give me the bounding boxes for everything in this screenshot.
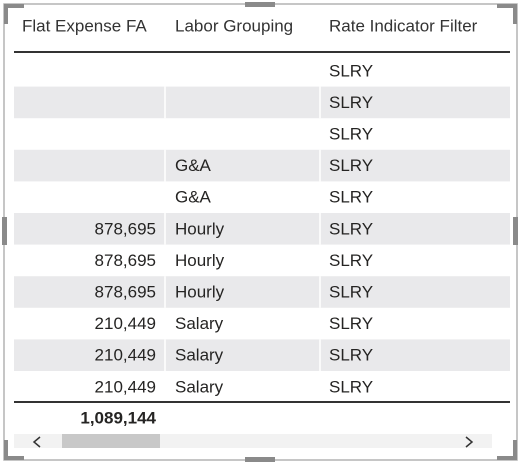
cell: 878,695 (95, 282, 156, 301)
cell: 210,449 (95, 346, 156, 365)
cell: SLRY (329, 346, 373, 365)
scroll-left[interactable] (32, 436, 41, 448)
cell: SLRY (329, 219, 373, 238)
scrollbar-thumb[interactable] (62, 434, 160, 448)
row-shade (14, 149, 510, 182)
cell: SLRY (329, 282, 373, 301)
row-shade (14, 339, 510, 371)
cell: 878,695 (95, 219, 156, 238)
cell: G&A (175, 188, 212, 207)
cell: SLRY (329, 251, 373, 270)
scroll-right[interactable] (465, 436, 474, 448)
cell: SLRY (329, 124, 373, 143)
row-shade (14, 276, 510, 308)
cell: Salary (175, 377, 224, 396)
cell: Salary (175, 314, 224, 333)
total-value: 1,089,144 (80, 408, 156, 427)
cell: Hourly (175, 251, 225, 270)
column-header: Rate Indicator Filter (329, 16, 478, 35)
column-header: Labor Grouping (175, 16, 293, 35)
cell: SLRY (329, 188, 373, 207)
row-shade (14, 213, 510, 245)
cell: Hourly (175, 282, 225, 301)
cell: SLRY (329, 61, 373, 80)
cell: SLRY (329, 156, 373, 175)
cell: G&A (175, 156, 212, 175)
cell: Salary (175, 346, 224, 365)
cell: 210,449 (95, 377, 156, 396)
row-shade (14, 86, 510, 119)
cell: 210,449 (95, 314, 156, 333)
cell: 878,695 (95, 251, 156, 270)
cell: Hourly (175, 219, 225, 238)
cell: SLRY (329, 314, 373, 333)
cell: SLRY (329, 377, 373, 396)
column-header: Flat Expense FA (22, 16, 147, 35)
cell: SLRY (329, 93, 373, 112)
